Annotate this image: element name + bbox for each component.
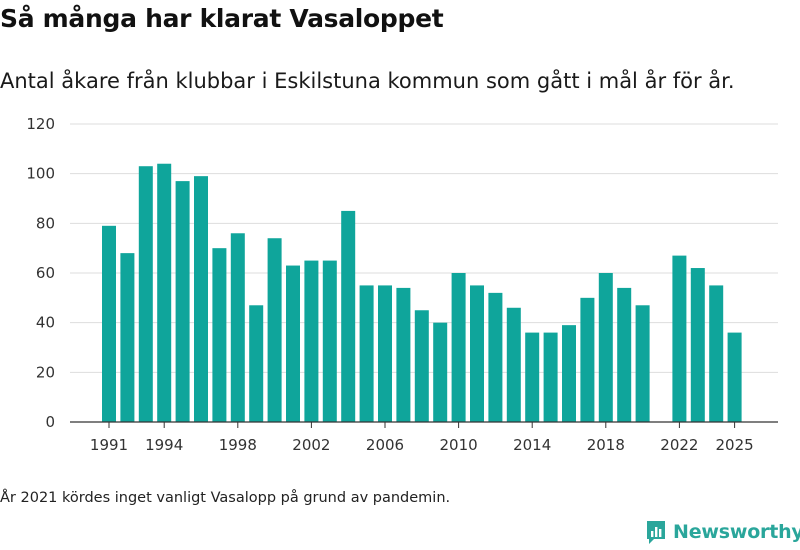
x-tick-label: 1991 <box>90 436 128 454</box>
bar-2024 <box>709 285 724 422</box>
newsworthy-logo-text: Newsworthy <box>673 521 800 543</box>
bar-2010 <box>451 273 466 422</box>
bar-1994 <box>157 163 172 422</box>
bar-2001 <box>286 265 300 422</box>
bars <box>102 163 742 422</box>
x-tick-label: 1998 <box>219 436 257 454</box>
x-axis-ticks: 1991 1994 1998 2002 2006 2010 2014 2018 2022 2025 <box>90 422 754 454</box>
chart-subtitle: Antal åkare från klubbar i Eskilstuna ko… <box>0 69 735 93</box>
bar-2000 <box>267 238 282 422</box>
y-axis-ticks: 0 20 40 60 80 100 120 <box>26 115 55 431</box>
bar-2007 <box>396 287 411 422</box>
footnote: År 2021 kördes inget vanligt Vasalopp på… <box>0 490 451 506</box>
bar-1992 <box>120 253 135 422</box>
y-tick-label: 120 <box>26 115 55 133</box>
bar-1995 <box>175 181 190 422</box>
bar-2009 <box>433 322 448 422</box>
bar-2018 <box>598 273 613 422</box>
bar-2008 <box>414 310 429 422</box>
bar-2015 <box>543 332 558 422</box>
newsworthy-chart-icon <box>647 521 665 544</box>
y-tick-label: 80 <box>36 214 55 232</box>
bar-2003 <box>322 260 337 422</box>
bar-2016 <box>562 325 576 422</box>
bar-2020 <box>635 305 650 422</box>
bar-1991 <box>102 225 116 422</box>
bar-2011 <box>470 285 484 422</box>
x-tick-label: 2018 <box>587 436 625 454</box>
x-tick-label: 2022 <box>660 436 698 454</box>
bar-1998 <box>230 233 245 422</box>
bar-2004 <box>341 210 356 422</box>
y-tick-label: 60 <box>36 264 55 282</box>
chart-title: Så många har klarat Vasaloppet <box>0 4 444 33</box>
bar-1993 <box>138 166 153 422</box>
y-tick-label: 0 <box>45 413 55 431</box>
bar-1996 <box>194 176 208 422</box>
bar-2005 <box>359 285 374 422</box>
bar-2022 <box>672 255 687 422</box>
bar-2023 <box>690 268 705 422</box>
x-tick-label: 2025 <box>716 436 754 454</box>
bar-2019 <box>617 287 632 422</box>
y-tick-label: 40 <box>36 314 55 332</box>
y-tick-label: 20 <box>36 363 55 381</box>
bar-2012 <box>488 292 503 422</box>
bar-2013 <box>506 307 521 422</box>
bar-2002 <box>304 260 319 422</box>
x-tick-label: 2006 <box>366 436 404 454</box>
bar-1997 <box>212 248 227 422</box>
bar-2017 <box>580 297 595 422</box>
x-tick-label: 2010 <box>440 436 478 454</box>
bar-2025 <box>727 332 742 422</box>
x-tick-label: 1994 <box>145 436 183 454</box>
bar-2014 <box>525 332 540 422</box>
bar-1999 <box>249 305 264 422</box>
y-tick-label: 100 <box>26 165 55 183</box>
newsworthy-logo: Newsworthy <box>645 519 800 545</box>
x-tick-label: 2002 <box>292 436 330 454</box>
bar-2006 <box>378 285 392 422</box>
x-tick-label: 2014 <box>513 436 551 454</box>
